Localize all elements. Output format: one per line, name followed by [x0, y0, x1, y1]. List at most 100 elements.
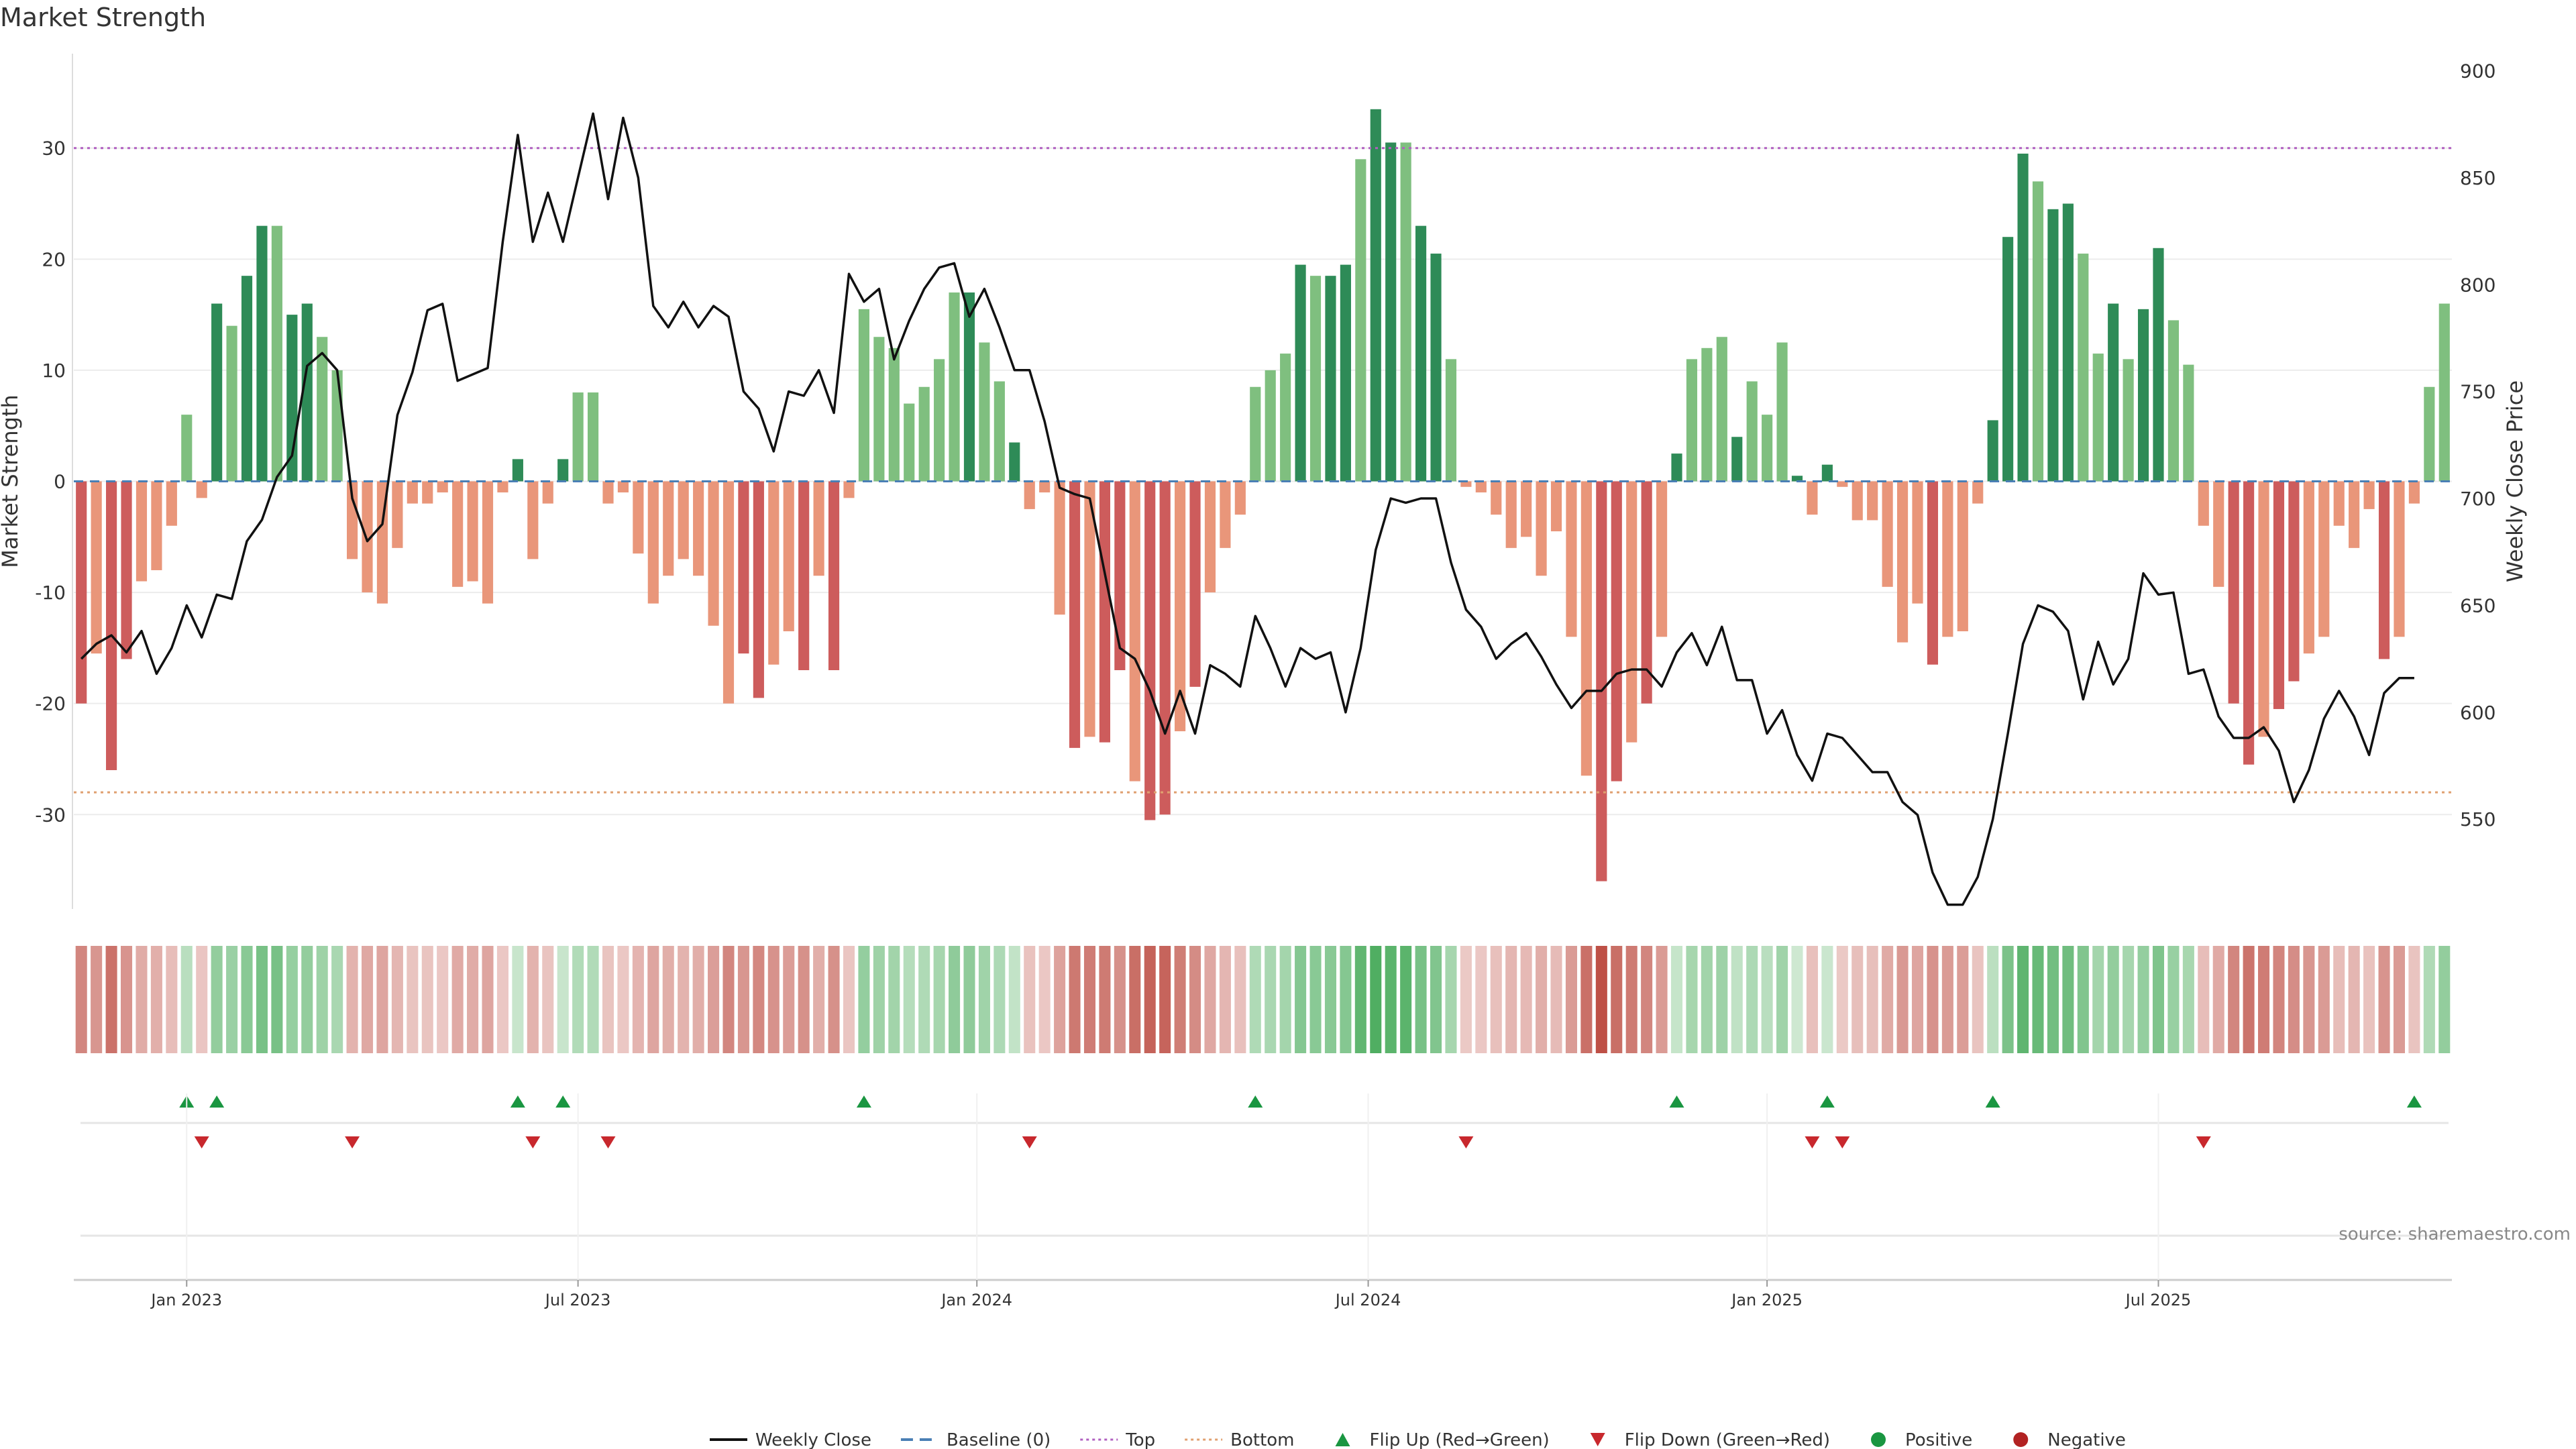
intensity-cell: [1625, 946, 1638, 1053]
intensity-cell: [1670, 946, 1683, 1053]
strength-bar: [1896, 481, 1909, 643]
legend-label: Baseline (0): [947, 1430, 1051, 1449]
strength-bar: [798, 481, 810, 670]
strength-bar: [2032, 181, 2044, 482]
legend-item: Weekly Close: [710, 1430, 871, 1449]
strength-bar: [512, 459, 523, 482]
intensity-cell: [346, 946, 358, 1053]
strength-bar: [2047, 209, 2059, 482]
intensity-cell: [918, 946, 930, 1053]
intensity-cell: [241, 946, 253, 1053]
strength-bar: [1370, 109, 1381, 482]
strength-bar: [1144, 481, 1156, 820]
strength-bar: [1912, 481, 1923, 604]
strength-bar: [181, 415, 193, 482]
intensity-cell: [572, 946, 584, 1053]
flip-up-marker: [510, 1095, 525, 1108]
strength-bar: [1024, 481, 1035, 509]
strength-bar: [1430, 254, 1442, 482]
strength-bar: [1460, 481, 1472, 487]
legend-swatch-dot: [1871, 1432, 1886, 1447]
intensity-cell: [1776, 946, 1788, 1053]
intensity-cell: [376, 946, 388, 1053]
strength-bar: [1611, 481, 1622, 782]
intensity-cell: [557, 946, 569, 1053]
intensity-cell: [1490, 946, 1502, 1053]
intensity-cell: [482, 946, 494, 1053]
strength-bar: [979, 342, 990, 482]
y-tick-label: -20: [35, 693, 66, 715]
strength-bar: [617, 481, 629, 493]
y-tick-label: 20: [42, 248, 66, 270]
strength-bar: [1114, 481, 1126, 670]
intensity-cell: [1038, 946, 1051, 1053]
strength-bar: [1972, 481, 1984, 504]
intensity-cell: [2062, 946, 2074, 1053]
flip-up-marker: [2406, 1095, 2422, 1108]
intensity-cell: [1008, 946, 1020, 1053]
intensity-cell: [858, 946, 870, 1053]
intensity-cell: [271, 946, 283, 1053]
x-tick-label: Jan 2025: [1730, 1291, 1803, 1309]
strength-bar: [1821, 464, 1833, 482]
strength-bar: [1159, 481, 1171, 815]
strength-bar: [151, 481, 162, 570]
strength-bar: [1776, 342, 1788, 482]
y2-tick-label: 750: [2460, 381, 2496, 403]
strength-bar: [422, 481, 433, 504]
intensity-cell: [2408, 946, 2420, 1053]
intensity-cell: [587, 946, 599, 1053]
strength-bar: [678, 481, 689, 559]
strength-bar: [2228, 481, 2239, 704]
intensity-cell: [678, 946, 690, 1053]
y-tick-label: 0: [54, 471, 66, 493]
strength-bar: [2017, 154, 2029, 482]
strength-bar: [1189, 481, 1201, 687]
strength-bar: [1927, 481, 1939, 665]
intensity-cell: [2258, 946, 2270, 1053]
intensity-cell: [1144, 946, 1156, 1053]
intensity-cell: [692, 946, 704, 1053]
intensity-cell: [1295, 946, 1307, 1053]
strength-bar: [904, 403, 915, 482]
intensity-cell: [1761, 946, 1773, 1053]
intensity-cell: [843, 946, 855, 1053]
strength-bar: [2318, 481, 2330, 637]
strength-bar: [768, 481, 780, 665]
intensity-cell: [256, 946, 268, 1053]
strength-bar: [331, 370, 343, 482]
intensity-cell: [1309, 946, 1322, 1053]
legend-label: Weekly Close: [755, 1430, 871, 1449]
intensity-cell: [1686, 946, 1698, 1053]
strength-bar: [722, 481, 735, 704]
flip-down-marker: [1805, 1136, 1820, 1148]
intensity-cell: [542, 946, 554, 1053]
intensity-cell: [903, 946, 915, 1053]
y2-tick-label: 650: [2460, 594, 2496, 616]
intensity-cell: [2378, 946, 2390, 1053]
intensity-cell: [933, 946, 945, 1053]
intensity-cell: [136, 946, 148, 1053]
intensity-cell: [767, 946, 780, 1053]
legend-item: Flip Up (Red→Green): [1335, 1430, 1550, 1449]
intensity-cell: [150, 946, 162, 1053]
intensity-cell: [722, 946, 735, 1053]
strength-bar: [1175, 481, 1186, 732]
strength-bar: [1355, 159, 1366, 482]
strength-bar: [2363, 481, 2375, 509]
intensity-cell: [1024, 946, 1036, 1053]
intensity-cell: [1731, 946, 1743, 1053]
strength-bar: [1265, 370, 1276, 482]
intensity-cell: [527, 946, 539, 1053]
intensity-cell: [2017, 946, 2029, 1053]
intensity-cell: [1536, 946, 1548, 1053]
strength-bar: [1731, 437, 1743, 482]
strength-bar: [1309, 276, 1322, 482]
intensity-cell: [2288, 946, 2300, 1053]
strength-bar: [1491, 481, 1502, 515]
intensity-cell: [1354, 946, 1366, 1053]
intensity-cell: [2393, 946, 2405, 1053]
intensity-cell: [1099, 946, 1111, 1053]
strength-bar: [1641, 481, 1652, 704]
